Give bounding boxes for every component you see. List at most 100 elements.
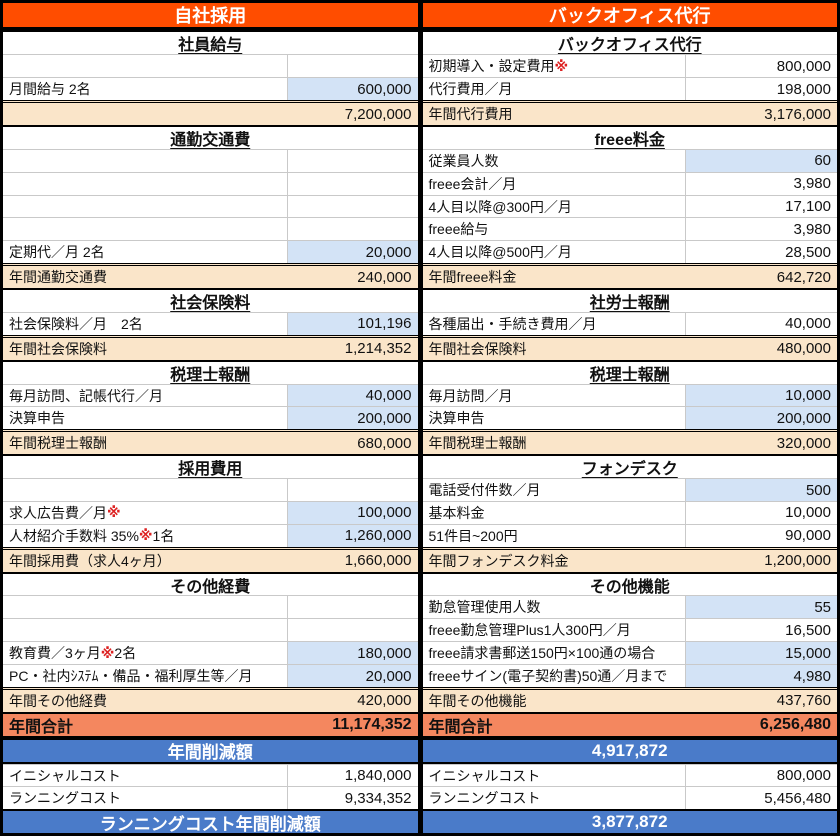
cell-value: 1,214,352 <box>344 340 412 358</box>
cell-label: 定期代／月 2名 <box>3 241 288 264</box>
section-header: フォンデスク <box>422 454 837 478</box>
cell-label: 4人目以降@300円／月 <box>423 195 687 218</box>
column-title-label: バックオフィス代行 <box>548 6 711 27</box>
cell-value: 5,456,480 <box>764 789 831 807</box>
cell-value <box>288 596 418 618</box>
savings-banner-row: 3,877,872 <box>422 809 837 834</box>
cell-label: 年間freee料金 <box>428 269 517 286</box>
row-label: 社労士報酬 <box>589 295 670 312</box>
subtotal-row: 年間社会保険料 480,000 <box>422 334 837 360</box>
cell-value: 800,000 <box>776 57 831 75</box>
row-label: その他経費 <box>170 578 251 596</box>
cell-label: 初期導入・設定費用 ※ <box>423 55 687 78</box>
row-label: 税理士報酬 <box>589 366 670 384</box>
cell-value: 40,000 <box>287 384 418 407</box>
cell-label: 毎月訪問／月 <box>423 384 687 407</box>
cell-label: 年間採用費（求人4ヶ月） <box>9 552 171 569</box>
section-header: 社員給与 <box>3 30 418 54</box>
cell-value: 16,500 <box>785 621 831 639</box>
section-header: 税理士報酬 <box>3 359 418 384</box>
cell-value: 101,196 <box>287 312 418 335</box>
cell-label: 4人目以降@500円／月 <box>423 241 687 264</box>
subtotal-row: 年間通勤交通費 240,000 <box>3 263 418 289</box>
cell-label: 51件目~200円 <box>423 524 687 547</box>
cell-label: PC・社内ｼｽﾃﾑ・備品・福利厚生等／月 <box>3 665 288 687</box>
note-asterisk: ※ <box>554 57 569 74</box>
column-title: 自社採用 <box>3 3 418 31</box>
cell-label <box>3 172 288 195</box>
subtotal-row: 年間その他経費 420,000 <box>3 686 418 712</box>
cost-row <box>3 194 418 218</box>
cost-row: 4人目以降@500円／月 28,500 <box>422 240 837 264</box>
cell-label: 求人広告費／月 ※ <box>3 501 288 524</box>
cell-label <box>3 218 288 241</box>
cell-label: 基本料金 <box>423 501 687 524</box>
row-label: 税理士報酬 <box>170 366 251 384</box>
cost-row: freee給与 3,980 <box>422 217 837 241</box>
cell-value: 198,000 <box>776 80 831 98</box>
cell-value <box>288 196 418 218</box>
cost-row: 決算申告 200,000 <box>3 406 418 430</box>
cost-row: 初期導入・設定費用 ※ 800,000 <box>422 54 837 78</box>
cell-value: 20,000 <box>287 241 418 264</box>
savings-banner-row: ランニングコスト年間削減額 <box>3 809 418 834</box>
cell-value: 4,980 <box>686 665 837 687</box>
cost-row <box>3 478 418 501</box>
cell-value <box>288 150 418 172</box>
subtotal-row: 年間代行費用 3,176,000 <box>422 100 837 125</box>
section-header: 採用費用 <box>3 454 418 478</box>
cost-row <box>3 171 418 195</box>
subtotal-row: 7,200,000 <box>3 100 418 125</box>
cell-label: 決算申告 <box>423 407 687 430</box>
cell-value: 11,174,352 <box>332 715 412 733</box>
cell-value: 100,000 <box>287 501 418 524</box>
cost-row: freee会計／月 3,980 <box>422 171 837 195</box>
cell-label: 年間社会保険料 <box>9 340 107 357</box>
cell-label <box>3 479 288 501</box>
cell-label: 年間フォンデスク料金 <box>428 552 569 569</box>
cell-value <box>288 619 418 641</box>
cell-label <box>3 103 287 125</box>
cell-value: 500 <box>686 479 837 501</box>
cell-label: 年間合計 <box>9 718 74 736</box>
cell-label <box>3 596 288 619</box>
section-header: その他経費 <box>3 571 418 596</box>
section-header: 通勤交通費 <box>3 124 418 149</box>
cell-label: freee請求書郵送150円×100通の場合 <box>423 642 687 665</box>
cost-row: 教育費／3ヶ月 ※ 2名 180,000 <box>3 641 418 665</box>
cost-row: PC・社内ｼｽﾃﾑ・備品・福利厚生等／月 20,000 <box>3 664 418 687</box>
cell-value: 9,334,352 <box>344 789 412 807</box>
cell-label: 年間その他機能 <box>428 692 527 709</box>
cell-label: 年間代行費用 <box>428 106 513 123</box>
cell-label: 教育費／3ヶ月 ※ 2名 <box>3 642 288 665</box>
row-label: 3,877,872 <box>591 812 668 832</box>
cost-row <box>3 595 418 619</box>
cell-value: 600,000 <box>287 78 418 101</box>
cell-label: 年間税理士報酬 <box>428 435 527 452</box>
cost-row <box>3 54 418 78</box>
section-header: 社労士報酬 <box>422 288 837 312</box>
cell-label: 各種届出・手続き費用／月 <box>423 312 687 335</box>
cell-value: 90,000 <box>785 527 831 545</box>
cell-value: 240,000 <box>357 268 412 286</box>
row-label: 採用費用 <box>178 461 243 479</box>
cost-row: ランニングコスト 5,456,480 <box>422 786 837 810</box>
cell-value: 480,000 <box>776 340 831 358</box>
cell-value: 10,000 <box>785 504 831 522</box>
cell-value: 55 <box>686 596 837 619</box>
section-header: freee料金 <box>422 124 837 149</box>
cell-value: 200,000 <box>686 407 837 430</box>
cost-row: 電話受付件数／月 500 <box>422 478 837 501</box>
cell-value: 17,100 <box>785 198 831 216</box>
column-in-house: 自社採用 社員給与 月間給与 2名 600,000 7,200,000 通勤交通費 定期代／… <box>3 3 418 834</box>
cell-label: 勤怠管理使用人数 <box>423 596 687 619</box>
cost-row: 従業員人数 60 <box>422 148 837 172</box>
column-title-label: 自社採用 <box>174 6 247 27</box>
cell-value: 28,500 <box>785 243 831 261</box>
cell-label: freee会計／月 <box>423 172 687 195</box>
row-label: freee料金 <box>594 131 665 149</box>
cell-value: 1,260,000 <box>287 524 418 547</box>
subtotal-row: 年間フォンデスク料金 1,200,000 <box>422 546 837 572</box>
section-header: その他機能 <box>422 571 837 595</box>
cell-label <box>3 195 288 218</box>
